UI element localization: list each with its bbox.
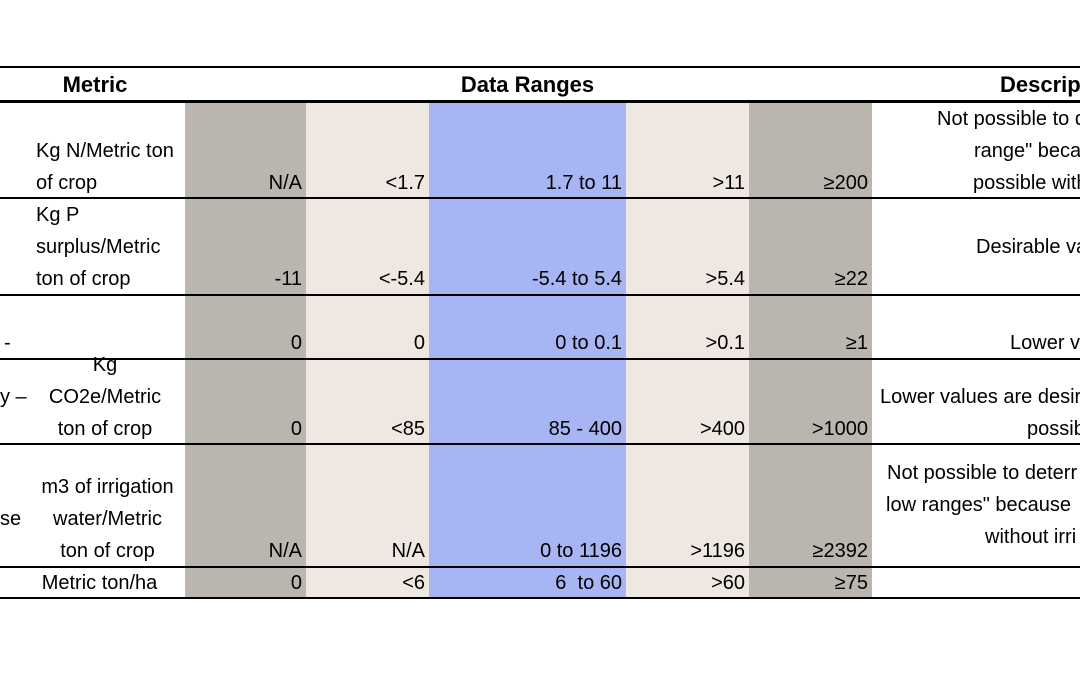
row-6-value-1: 0 — [290, 572, 302, 594]
row-1-description: Not possible to d range" because possibl… — [937, 108, 1080, 194]
row-2-description: Desirable va — [976, 236, 1080, 258]
row-5-value-1: N/A — [268, 540, 302, 562]
row-1-value-4: >11 — [712, 172, 745, 194]
row-2-value-3: -5.4 to 5.4 — [531, 268, 622, 290]
row-5-value-5: ≥2392 — [812, 540, 868, 562]
row-4-value-4: >400 — [699, 418, 745, 440]
row-3-value-4: >0.1 — [705, 332, 745, 354]
row-5-value-2: N/A — [391, 540, 425, 562]
rule-row-4 — [0, 443, 1080, 445]
row-4-value-1: 0 — [290, 418, 302, 440]
row-6-value-2: <6 — [402, 572, 425, 594]
row-2-unit: Kg P surplus/Metric ton of crop — [36, 204, 161, 290]
band-col-2 — [306, 102, 429, 598]
row-3-description: Lower v — [1010, 332, 1080, 354]
rule-row-2 — [0, 294, 1080, 296]
rule-header — [0, 100, 1080, 103]
row-3-value-5: ≥1 — [845, 332, 868, 354]
rule-top — [0, 66, 1080, 68]
row-5-metric: se — [0, 508, 22, 530]
rule-row-5 — [0, 566, 1080, 568]
row-3-value-2: 0 — [413, 332, 425, 354]
row-6-value-3: 6 to 60 — [555, 572, 622, 594]
rule-row-1 — [0, 197, 1080, 199]
row-1-value-2: <1.7 — [385, 172, 425, 194]
row-6-unit: Metric ton/ha — [41, 572, 158, 594]
row-3-metric: - — [4, 332, 11, 354]
row-4-value-2: <85 — [391, 418, 425, 440]
row-4-value-5: >1000 — [811, 418, 868, 440]
band-col-3 — [429, 102, 626, 598]
row-1-value-5: ≥200 — [823, 172, 868, 194]
header-data-ranges: Data Ranges — [460, 72, 595, 97]
band-col-5 — [749, 102, 872, 598]
row-2-value-1: -11 — [274, 268, 302, 290]
row-4-unit: Kg CO2e/Metric ton of crop — [48, 354, 162, 440]
row-5-value-4: >1196 — [690, 540, 745, 562]
row-2-value-2: <-5.4 — [378, 268, 425, 290]
row-1-value-3: 1.7 to 11 — [545, 172, 622, 194]
band-col-1 — [185, 102, 306, 598]
row-1-unit: Kg N/Metric ton of crop — [36, 140, 174, 194]
row-2-value-4: >5.4 — [705, 268, 745, 290]
row-3-value-3: 0 to 0.1 — [555, 332, 622, 354]
rule-bottom — [0, 597, 1080, 599]
row-1-value-1: N/A — [268, 172, 302, 194]
rule-row-3 — [0, 358, 1080, 360]
row-6-value-5: ≥75 — [834, 572, 868, 594]
header-metric: Metric — [62, 72, 128, 97]
row-2-value-5: ≥22 — [834, 268, 868, 290]
row-4-metric: y – — [0, 386, 27, 408]
row-6-value-4: >60 — [711, 572, 745, 594]
header-description: Descrip — [1000, 72, 1080, 97]
row-4-value-3: 85 - 400 — [548, 418, 622, 440]
band-col-4 — [626, 102, 749, 598]
row-5-value-3: 0 to 1196 — [540, 540, 622, 562]
row-5-description: Not possible to deterr low ranges" becau… — [886, 462, 1078, 548]
row-5-unit: m3 of irrigation water/Metric ton of cro… — [41, 476, 174, 562]
row-3-value-1: 0 — [290, 332, 302, 354]
row-4-description: Lower values are desir possib — [880, 386, 1080, 440]
